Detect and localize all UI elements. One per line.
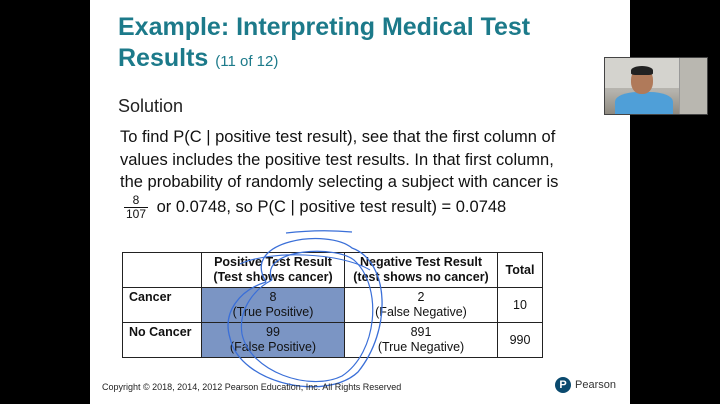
annotation-underline bbox=[285, 230, 353, 234]
row-label-cancer: Cancer bbox=[122, 287, 202, 323]
conditional-probability-2: P(C | positive test result) bbox=[257, 197, 437, 216]
cell-value: 891 bbox=[410, 325, 432, 339]
webcam-presenter-hair bbox=[631, 66, 653, 75]
fraction-denominator: 107 bbox=[126, 206, 147, 221]
pearson-brand: P Pearson bbox=[555, 377, 616, 393]
cell-value: 8 bbox=[269, 290, 277, 304]
webcam-presenter-shirt bbox=[615, 92, 673, 114]
row-label-no-cancer: No Cancer bbox=[122, 322, 202, 358]
cell-note: (False Positive) bbox=[229, 340, 317, 354]
table-row: No Cancer 99 (False Positive) 891 (True … bbox=[122, 322, 543, 358]
cell-note: (True Negative) bbox=[377, 340, 465, 354]
copyright-footer: Copyright © 2018, 2014, 2012 Pearson Edu… bbox=[102, 382, 402, 392]
table-header-blank bbox=[122, 252, 202, 288]
pearson-wordmark: Pearson bbox=[575, 379, 616, 391]
slide-title-text: Example: Interpreting Medical Test Resul… bbox=[118, 13, 531, 72]
cell-false-positive: 99 (False Positive) bbox=[201, 322, 345, 358]
fraction: 8 107 bbox=[124, 193, 149, 221]
body-text-4: = 0.0748 bbox=[436, 197, 507, 216]
cell-total-cancer: 10 bbox=[497, 287, 543, 323]
cell-true-positive: 8 (True Positive) bbox=[201, 287, 345, 323]
cell-value: 99 bbox=[266, 325, 280, 339]
body-text-1: To find bbox=[120, 128, 174, 146]
table-header-total: Total bbox=[497, 252, 543, 288]
cell-true-negative: 891 (True Negative) bbox=[344, 322, 498, 358]
contingency-table: Positive Test Result (Test shows cancer)… bbox=[122, 252, 543, 358]
table-header-positive: Positive Test Result (Test shows cancer) bbox=[201, 252, 345, 288]
body-text-3: or 0.0748, so bbox=[152, 197, 258, 216]
slide: Example: Interpreting Medical Test Resul… bbox=[90, 0, 630, 404]
cell-note: (True Positive) bbox=[232, 305, 314, 319]
table-header-row: Positive Test Result (Test shows cancer)… bbox=[122, 252, 543, 288]
table-row: Cancer 8 (True Positive) 2 (False Negati… bbox=[122, 287, 543, 323]
conditional-probability: P(C | positive test result) bbox=[173, 128, 353, 146]
cell-total-no-cancer: 990 bbox=[497, 322, 543, 358]
cell-note: (False Negative) bbox=[375, 305, 467, 319]
cell-value: 2 bbox=[417, 290, 425, 304]
cell-false-negative: 2 (False Negative) bbox=[344, 287, 498, 323]
pearson-logo-icon: P bbox=[555, 377, 572, 393]
solution-heading: Solution bbox=[118, 96, 184, 116]
table-header-negative: Negative Test Result (test shows no canc… bbox=[344, 252, 498, 288]
webcam-door bbox=[679, 58, 707, 114]
slide-title: Example: Interpreting Medical Test Resul… bbox=[118, 12, 618, 77]
slide-title-counter: (11 of 12) bbox=[215, 53, 279, 70]
webcam-overlay bbox=[604, 57, 708, 115]
fraction-numerator: 8 bbox=[124, 193, 149, 208]
solution-body: To find P(C | positive test result), see… bbox=[120, 126, 566, 221]
body-text-2: , see that the first column of values in… bbox=[120, 128, 559, 191]
